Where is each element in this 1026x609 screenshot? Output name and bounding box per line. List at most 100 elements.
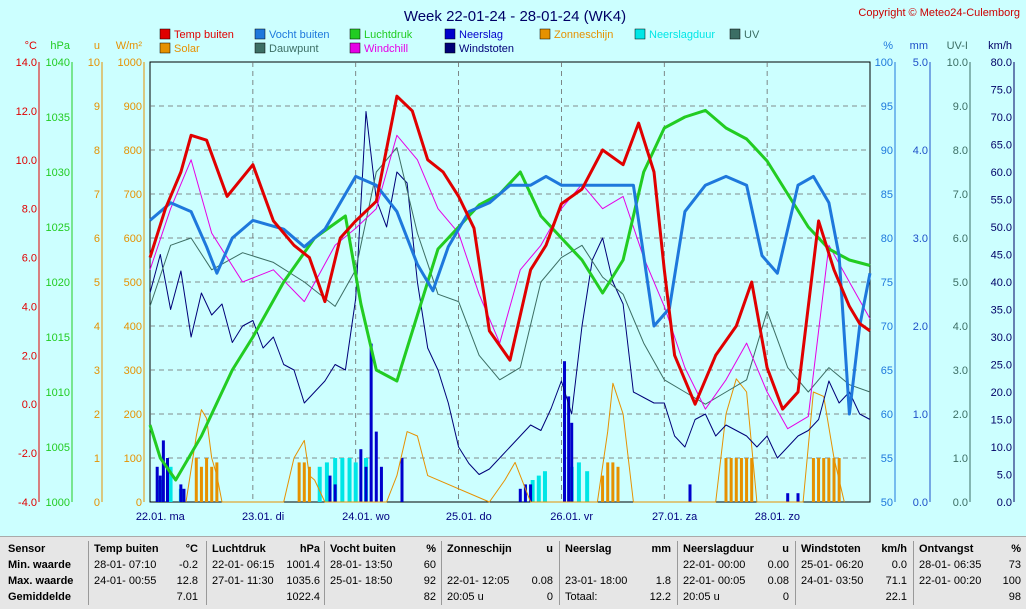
legend-label: Neerslag: [459, 29, 503, 41]
bar-neerslag: [165, 458, 169, 502]
legend-swatch: [159, 28, 171, 40]
axis-unit-rain: mm: [910, 40, 928, 52]
stats-column-unit: km/h: [881, 543, 907, 555]
legend-label: Windchill: [364, 43, 408, 55]
stats-value: 0.00: [767, 559, 789, 571]
axis-tick-solar: 800: [124, 145, 142, 157]
stats-value: 73: [1008, 559, 1021, 571]
axis-tick-pressure: 1035: [46, 112, 70, 124]
legend-label: Temp buiten: [174, 29, 234, 41]
stats-time: 22-01- 12:05: [447, 575, 510, 587]
stats-cell-row: 27-01- 11:30 1035.6: [212, 573, 320, 589]
axis-unit-humidity: %: [883, 40, 893, 52]
legend-label: Dauwpunt: [269, 43, 319, 55]
series-windchill: [149, 134, 871, 430]
stats-time: 28-01- 13:50: [330, 559, 393, 571]
stats-value: 98: [1008, 591, 1021, 603]
stats-time: 23-01- 18:00: [565, 575, 628, 587]
stats-value: 22.1: [885, 591, 907, 603]
axis-tick-wind: 30.0: [991, 332, 1012, 344]
stats-value: 0: [782, 591, 789, 603]
bar-zonneschijn: [611, 462, 615, 502]
stats-column: Zonneschijn u 22-01- 12:05 0.08 20:05 u 0: [447, 541, 553, 605]
stats-cell-row: 24-01- 03:50 71.1: [801, 573, 907, 589]
axis-tick-wind: 55.0: [991, 195, 1012, 207]
axis-tick-wind: 60.0: [991, 167, 1012, 179]
axis-tick-humidity: 75: [881, 277, 893, 289]
legend-label: Luchtdruk: [364, 29, 413, 41]
x-tick-label: 23.01. di: [242, 511, 284, 523]
legend-swatch: [634, 28, 646, 40]
legend-label: Vocht buiten: [269, 29, 330, 41]
stats-value: 82: [423, 591, 436, 603]
axis-tick-sun_hours: 5: [94, 277, 100, 289]
stats-time: 27-01- 11:30: [212, 575, 274, 587]
stats-row-label: Max. waarde: [8, 575, 74, 587]
bar-zonneschijn: [822, 458, 826, 502]
stats-cell-row: Totaal: 12.2: [565, 589, 671, 605]
stats-time: Totaal:: [565, 591, 598, 603]
stats-column-header: Neerslag mm: [565, 541, 671, 557]
stats-column-unit: u: [546, 543, 553, 555]
bar-neerslagduur: [168, 466, 173, 502]
bar-neerslagduur: [585, 471, 590, 502]
bar-zonneschijn: [616, 466, 620, 502]
stats-time: 28-01- 07:10: [94, 559, 157, 571]
bar-zonneschijn: [199, 466, 203, 502]
legend-swatch: [159, 42, 171, 54]
x-tick-label: 24.01. wo: [342, 511, 390, 523]
bar-neerslagduur: [324, 462, 329, 502]
axis-tick-wind: 5.0: [997, 470, 1012, 482]
stats-column-unit: u: [782, 543, 789, 555]
stats-column-title: Luchtdruk: [212, 543, 266, 555]
axis-tick-temp: 4.0: [22, 301, 37, 313]
stats-column-unit: mm: [651, 543, 671, 555]
axis-tick-sun_hours: 2: [94, 409, 100, 421]
axis-tick-uv: 5.0: [953, 277, 968, 289]
axis-tick-wind: 40.0: [991, 277, 1012, 289]
axis-tick-temp: 8.0: [22, 204, 37, 216]
axis-tick-sun_hours: 9: [94, 101, 100, 113]
axis-tick-pressure: 1025: [46, 222, 70, 234]
axis-tick-solar: 200: [124, 409, 142, 421]
axis-tick-solar: 600: [124, 233, 142, 245]
legend-label: Neerslagduur: [649, 29, 715, 41]
legend-swatch: [444, 28, 456, 40]
stats-column-title: Vocht buiten: [330, 543, 396, 555]
axis-tick-temp: 6.0: [22, 253, 37, 265]
stats-cell-row: 28-01- 07:10 -0.2: [94, 557, 198, 573]
bar-neerslagduur: [317, 466, 322, 502]
stats-time: 25-01- 06:20: [801, 559, 864, 571]
x-tick-label: 26.01. vr: [550, 511, 593, 523]
axis-tick-humidity: 90: [881, 145, 893, 157]
stats-separator: [559, 541, 560, 605]
stats-column: Neerslag mm 23-01- 18:00 1.8 Totaal: 12.2: [565, 541, 671, 605]
bar-neerslag: [161, 440, 165, 502]
axis-tick-temp: 2.0: [22, 350, 37, 362]
axis-tick-temp: 10.0: [16, 155, 37, 167]
legend-swatch: [349, 42, 361, 54]
stats-column: Luchtdruk hPa 22-01- 06:15 1001.4 27-01- 11:…: [212, 541, 320, 605]
bar-neerslag: [563, 361, 567, 502]
axis-tick-solar: 700: [124, 189, 142, 201]
stats-value: 1035.6: [286, 575, 320, 587]
x-tick-label: 28.01. zo: [755, 511, 800, 523]
stats-column-title: Windstoten: [801, 543, 861, 555]
x-tick-label: 22.01. ma: [136, 511, 186, 523]
axis-unit-uv: UV-I: [947, 40, 968, 52]
stats-column-header: Ontvangst%: [919, 541, 1021, 557]
axis-unit-wind: km/h: [988, 40, 1012, 52]
stats-value: 1001.4: [286, 559, 320, 571]
axis-tick-sun_hours: 4: [94, 321, 100, 333]
stats-value: 60: [423, 559, 436, 571]
axis-tick-uv: 3.0: [953, 365, 968, 377]
axis-unit-sun_hours: u: [94, 40, 100, 52]
bar-series: [155, 343, 841, 502]
axis-tick-uv: 8.0: [953, 145, 968, 157]
stats-value: 7.01: [176, 591, 198, 603]
axis-tick-pressure: 1015: [46, 332, 70, 344]
stats-column: Vocht buiten% 28-01- 13:50 60 25-01- 18:50 9…: [330, 541, 436, 605]
axis-tick-wind: 75.0: [991, 85, 1012, 97]
axis-tick-solar: 500: [124, 277, 142, 289]
bar-neerslag: [155, 466, 159, 502]
